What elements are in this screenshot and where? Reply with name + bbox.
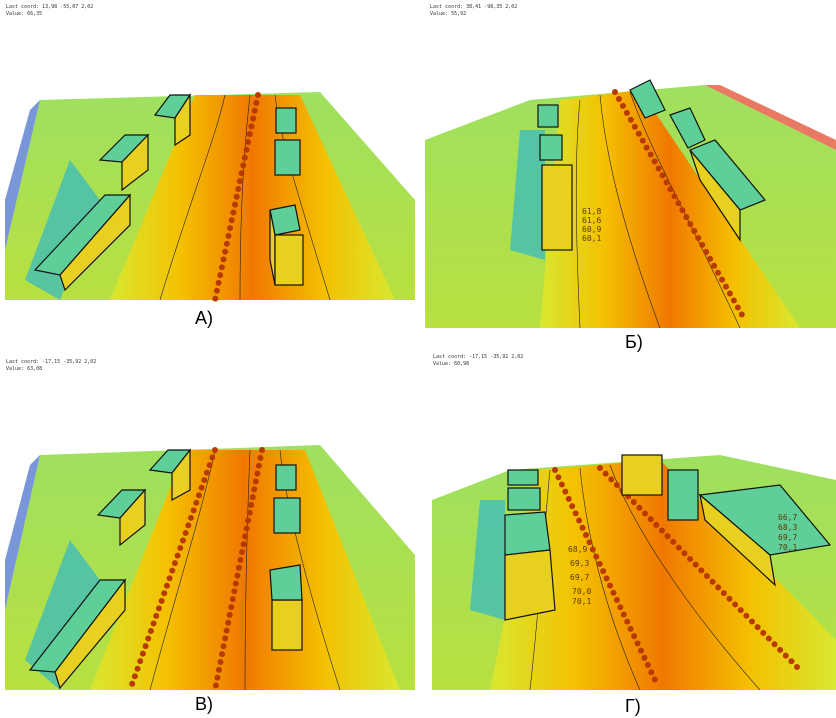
building xyxy=(275,140,300,175)
building xyxy=(276,465,296,490)
panel-a: Last coord: 13,98 -55,07 2,02 Value: 66,… xyxy=(0,0,415,328)
header-coord: Last coord: -17,15 -35,92 2,02 xyxy=(6,359,96,365)
value-label: 69,3 xyxy=(570,559,589,568)
building xyxy=(274,498,300,533)
header-value: Value: 66,35 xyxy=(6,11,42,17)
panel-c: Last coord: -17,15 -35,92 2,02 Value: 63… xyxy=(5,359,415,714)
panel-d: 68,9 69,3 69,7 70,0 70,1 66,7 68,3 69,7 … xyxy=(432,354,836,716)
panel-caption: Г) xyxy=(625,696,641,716)
value-label: 60,9 xyxy=(582,225,601,234)
building xyxy=(508,470,538,485)
value-label: 70,0 xyxy=(572,587,591,596)
header-coord: Last coord: 38,41 -98,35 2,02 xyxy=(430,4,517,10)
header-coord: Last coord: 13,98 -55,07 2,02 xyxy=(6,4,93,10)
building xyxy=(542,165,572,250)
value-label: 61,6 xyxy=(582,216,601,225)
figure: Last coord: 13,98 -55,07 2,02 Value: 66,… xyxy=(0,0,836,718)
building xyxy=(275,235,303,285)
building xyxy=(272,600,302,650)
panel-caption: В) xyxy=(195,694,213,714)
panel-caption: Б) xyxy=(625,332,643,352)
value-label: 69,7 xyxy=(778,533,797,542)
value-label: 68,3 xyxy=(778,523,797,532)
header-value: Value: 55,92 xyxy=(430,11,466,17)
building xyxy=(622,455,662,495)
panel-b: 61,8 61,6 60,9 60,1 Last coord: 38,41 -9… xyxy=(425,4,836,352)
building xyxy=(508,488,540,510)
header-coord: Last coord: -17,15 -35,92 2,02 xyxy=(433,354,523,360)
value-label: 60,1 xyxy=(582,234,601,243)
value-label: 70,1 xyxy=(572,597,591,606)
value-label: 70,1 xyxy=(778,543,797,552)
building xyxy=(270,565,302,600)
value-label: 61,8 xyxy=(582,207,601,216)
value-label: 66,7 xyxy=(778,513,797,522)
header-value: Value: 63,08 xyxy=(6,366,42,372)
value-label: 69,7 xyxy=(570,573,589,582)
header-value: Value: 60,98 xyxy=(433,361,469,367)
building xyxy=(540,135,562,160)
building xyxy=(505,550,555,620)
value-label: 68,9 xyxy=(568,545,587,554)
building xyxy=(505,512,550,555)
building xyxy=(538,105,558,127)
panel-caption: А) xyxy=(195,308,213,328)
building xyxy=(668,470,698,520)
building xyxy=(276,108,296,133)
